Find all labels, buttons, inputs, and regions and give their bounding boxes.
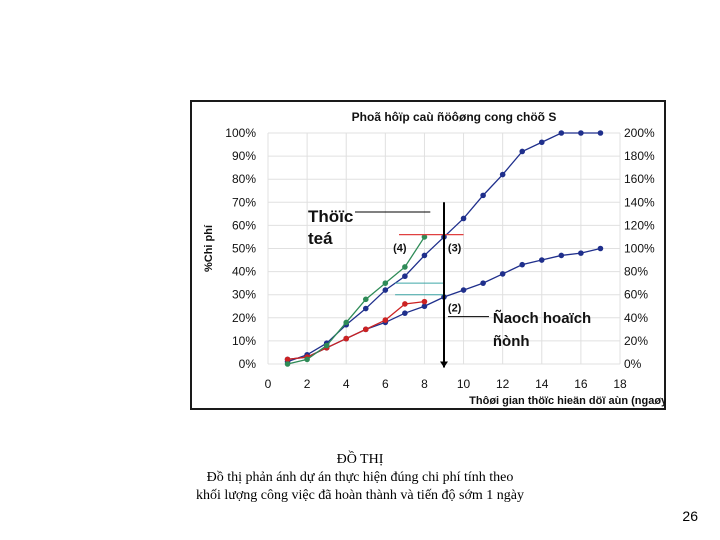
y-right-tick-label: 20%: [624, 334, 648, 348]
label-4: (4): [393, 243, 407, 255]
y-left-tick-label: 90%: [232, 149, 256, 163]
annotation-plan-2: ñònh: [493, 333, 530, 350]
data-point: [480, 280, 486, 286]
y-right-tick-label: 160%: [624, 172, 655, 186]
data-point: [578, 250, 584, 256]
data-point: [343, 335, 350, 342]
y-right-tick-label: 40%: [624, 311, 648, 325]
data-point: [402, 301, 408, 307]
series-line-4: [287, 236, 425, 365]
x-tick-label: 6: [382, 377, 389, 391]
annotation-actual-2: teá: [308, 229, 333, 248]
data-point: [460, 287, 467, 293]
x-axis-label: Thôøi gian thöïc hieän döï aùn (ngaøy): [469, 395, 666, 407]
x-tick-label: 4: [343, 377, 350, 391]
data-point: [382, 280, 389, 286]
series-line-3: [287, 300, 425, 361]
data-point: [362, 296, 369, 303]
data-point: [402, 273, 408, 280]
x-tick-label: 18: [613, 377, 627, 391]
y-right-tick-label: 100%: [624, 242, 655, 256]
y-left-tick-label: 10%: [232, 334, 256, 348]
data-point: [538, 257, 545, 263]
y-left-tick-label: 30%: [232, 288, 256, 302]
annotation-plan: Ñaoch hoaïch: [493, 309, 591, 327]
data-point: [402, 264, 408, 270]
y-right-tick-label: 60%: [624, 288, 648, 302]
data-point: [421, 298, 428, 305]
label-3: (3): [448, 243, 462, 255]
y-left-tick-label: 80%: [232, 172, 256, 186]
chart-title: Phoã hôïp caù ñöôøng cong chöõ S: [352, 110, 557, 124]
annotation-actual: Thöïc: [308, 207, 353, 226]
data-point: [343, 319, 350, 326]
marker-arrowhead: [440, 361, 448, 368]
data-point: [558, 252, 565, 259]
y-left-tick-label: 100%: [225, 126, 256, 140]
x-tick-label: 16: [574, 377, 588, 391]
caption-line-1: Đồ thị phản ánh dự án thực hiện đúng chi…: [206, 470, 514, 485]
y-left-tick-label: 70%: [232, 195, 256, 209]
data-point: [382, 317, 389, 323]
data-point: [421, 234, 428, 240]
y-right-tick-label: 180%: [624, 149, 655, 163]
data-point: [284, 361, 291, 367]
y-left-axis-label: %Chi phí: [203, 224, 215, 272]
s-curve-chart: Phoã hôïp caù ñöôøng cong chöõ S0%10%20%…: [203, 110, 666, 407]
y-left-tick-label: 50%: [232, 242, 256, 256]
data-point: [558, 130, 565, 136]
y-left-tick-label: 40%: [232, 265, 256, 279]
x-tick-label: 8: [421, 377, 428, 391]
y-right-tick-label: 80%: [624, 265, 648, 279]
data-point: [304, 356, 310, 363]
x-tick-label: 2: [304, 377, 311, 391]
data-point: [284, 356, 291, 363]
x-tick-label: 0: [265, 377, 272, 391]
data-point: [499, 171, 506, 178]
data-point: [578, 130, 584, 136]
y-left-tick-label: 60%: [232, 218, 256, 232]
x-tick-label: 10: [457, 377, 471, 391]
data-point: [597, 130, 604, 136]
page-number: 26: [682, 508, 698, 524]
data-point: [323, 342, 330, 349]
y-left-tick-label: 20%: [232, 311, 256, 325]
data-point: [421, 303, 428, 310]
x-tick-label: 12: [496, 377, 510, 391]
caption-title: ĐỒ THỊ: [336, 452, 384, 467]
data-point: [519, 261, 526, 268]
data-point: [460, 215, 467, 222]
label-2: (2): [448, 303, 462, 315]
y-right-tick-label: 140%: [624, 195, 655, 209]
data-point: [597, 245, 604, 252]
x-tick-label: 14: [535, 377, 549, 391]
chart-frame: Phoã hôïp caù ñöôøng cong chöõ S 0% 10% 20%…: [190, 100, 666, 410]
data-point: [480, 192, 486, 199]
caption-line-2: khối lượng công việc đã hoàn thành và ti…: [196, 488, 524, 503]
data-point: [519, 148, 526, 155]
y-right-tick-label: 0%: [624, 357, 642, 371]
y-right-tick-label: 200%: [624, 126, 655, 140]
data-point: [421, 252, 428, 259]
data-point: [538, 139, 545, 146]
data-point: [382, 287, 389, 293]
y-right-tick-label: 120%: [624, 218, 655, 232]
data-point: [499, 271, 506, 277]
data-point: [362, 326, 369, 333]
data-point: [402, 310, 408, 316]
data-point: [362, 305, 369, 312]
y-left-tick-label: 0%: [239, 357, 257, 371]
